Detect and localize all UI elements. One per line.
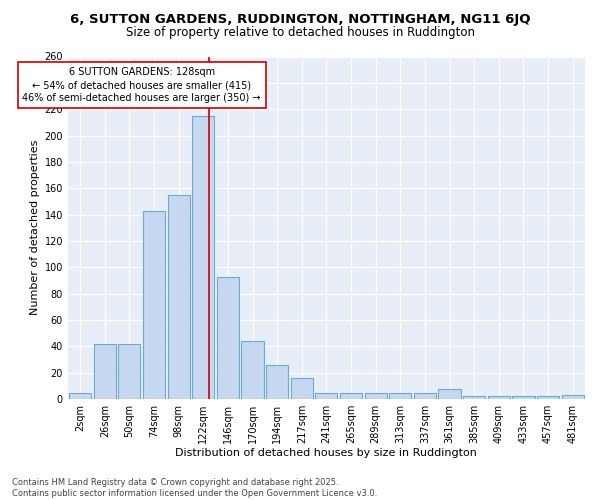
Text: Size of property relative to detached houses in Ruddington: Size of property relative to detached ho… (125, 26, 475, 39)
Bar (266, 365, 288, 399)
Bar (439, 388, 461, 399)
Bar (463, 396, 485, 399)
Bar (562, 395, 584, 399)
X-axis label: Distribution of detached houses by size in Ruddington: Distribution of detached houses by size … (175, 448, 478, 458)
Bar (389, 392, 412, 399)
Bar (316, 392, 337, 399)
Bar (512, 396, 535, 399)
Bar (192, 116, 214, 399)
Bar (488, 396, 510, 399)
Bar (167, 195, 190, 399)
Bar (414, 392, 436, 399)
Text: 6, SUTTON GARDENS, RUDDINGTON, NOTTINGHAM, NG11 6JQ: 6, SUTTON GARDENS, RUDDINGTON, NOTTINGHA… (70, 12, 530, 26)
Bar (340, 392, 362, 399)
Bar (291, 378, 313, 399)
Bar (118, 344, 140, 399)
Bar (537, 396, 559, 399)
Bar (143, 210, 165, 399)
Bar (217, 276, 239, 399)
Bar (69, 392, 91, 399)
Y-axis label: Number of detached properties: Number of detached properties (30, 140, 40, 316)
Bar (365, 392, 387, 399)
Text: 6 SUTTON GARDENS: 128sqm
← 54% of detached houses are smaller (415)
46% of semi-: 6 SUTTON GARDENS: 128sqm ← 54% of detach… (22, 67, 261, 104)
Bar (241, 341, 263, 399)
Text: Contains HM Land Registry data © Crown copyright and database right 2025.
Contai: Contains HM Land Registry data © Crown c… (12, 478, 377, 498)
Bar (94, 344, 116, 399)
